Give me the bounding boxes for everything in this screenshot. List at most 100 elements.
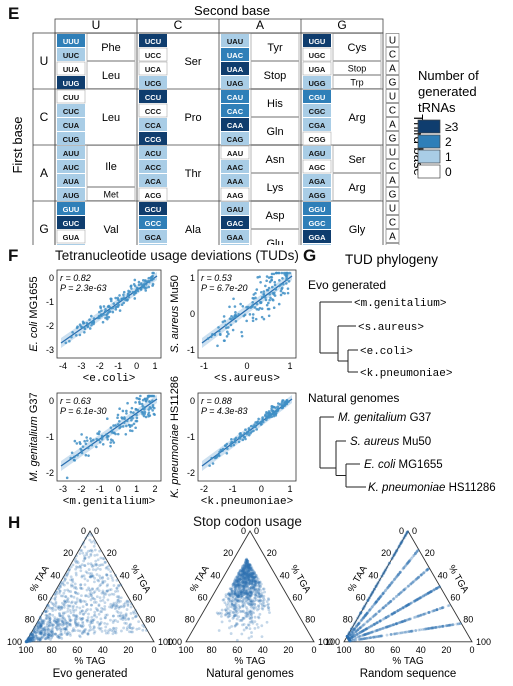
ternary-point — [411, 629, 415, 633]
ternary-point — [418, 596, 421, 600]
ternary-point — [238, 583, 242, 587]
ternary-point — [435, 608, 439, 611]
ternary-point — [241, 571, 245, 575]
ternary-point — [251, 577, 255, 580]
ternary-point — [38, 617, 42, 621]
ternary-point — [58, 589, 62, 593]
ternary-point — [253, 588, 257, 592]
ternary-point — [252, 572, 255, 576]
ternary-point — [51, 623, 55, 627]
ternary-point — [119, 611, 123, 615]
ternary-point — [363, 633, 367, 637]
ternary-point — [252, 585, 256, 589]
ternary-point — [417, 628, 421, 632]
scatter-point — [86, 325, 90, 328]
tag-tick: 20 — [283, 645, 293, 655]
ternary-point — [24, 640, 28, 643]
ternary-point — [74, 567, 78, 571]
ternary-point — [426, 591, 430, 595]
scatter-point — [102, 305, 106, 308]
ternary-point — [228, 587, 232, 591]
ternary-point — [238, 569, 242, 573]
ternary-point — [402, 588, 406, 592]
ternary-point — [105, 573, 108, 576]
ternary-point — [103, 591, 106, 595]
codon-label: UGA — [309, 65, 326, 74]
scatter-point — [79, 447, 82, 451]
ternary-point — [363, 637, 367, 640]
ternary-point — [252, 590, 256, 594]
scatter-point — [87, 323, 90, 326]
tga-axis-label: % TGA — [128, 563, 153, 595]
scatter-point — [232, 443, 236, 447]
ternary-point — [39, 622, 43, 626]
ternary-point — [29, 638, 32, 642]
ternary-point — [231, 583, 235, 586]
ternary-point — [253, 592, 257, 596]
scatter-point — [101, 442, 105, 446]
ternary-point — [386, 615, 390, 618]
ternary-point — [115, 610, 119, 613]
ternary-point — [398, 571, 402, 574]
ternary-point — [247, 572, 251, 576]
ternary-point — [239, 593, 243, 597]
ternary-point — [55, 592, 58, 596]
ternary-point — [242, 585, 246, 589]
ternary-point — [240, 577, 244, 581]
tag-tick: 100 — [18, 645, 33, 655]
ternary-point — [119, 583, 123, 587]
ternary-point — [121, 616, 124, 620]
ternary-point — [250, 591, 254, 595]
ternary-point — [399, 607, 402, 611]
ternary-point — [367, 636, 371, 640]
ternary-point — [250, 580, 254, 584]
ternary-point — [253, 620, 257, 624]
ternary-point — [359, 630, 363, 634]
scatter-point — [268, 280, 272, 284]
scatter-point — [130, 406, 134, 410]
ternary-point — [258, 595, 262, 599]
ternary-point — [396, 609, 400, 613]
codon-label: CAC — [227, 107, 244, 116]
scatter-point — [267, 286, 271, 290]
ternary-point — [385, 625, 388, 629]
ternary-point — [411, 555, 414, 559]
ternary-point — [50, 636, 54, 640]
ternary-point — [238, 581, 242, 585]
tga-tick: 80 — [463, 615, 473, 625]
ternary-point — [244, 564, 247, 568]
ternary-point — [245, 585, 248, 589]
ternary-point — [378, 634, 382, 638]
ternary-point — [422, 594, 425, 598]
ternary-point — [260, 591, 264, 595]
ternary-point — [94, 607, 98, 610]
ternary-point — [250, 583, 254, 587]
ternary-point — [415, 577, 419, 581]
ternary-point — [373, 635, 377, 639]
ternary-point — [345, 634, 349, 638]
ternary-point — [62, 627, 66, 630]
ternary-point — [246, 572, 249, 576]
ternary-point — [54, 619, 58, 623]
ternary-point — [428, 591, 431, 594]
ternary-point — [233, 583, 237, 587]
ternary-point — [252, 575, 256, 579]
ternary-point — [230, 601, 234, 605]
ternary-point — [219, 614, 223, 618]
ternary-point — [365, 626, 369, 630]
scatter-point — [246, 431, 250, 434]
ternary-point — [251, 606, 255, 610]
ternary-point — [414, 598, 418, 602]
codon-cell — [221, 62, 249, 75]
ternary-point — [249, 585, 253, 589]
scatter-point — [116, 413, 120, 417]
ternary-point — [92, 539, 96, 543]
scatter-point — [99, 305, 102, 308]
scatter-point — [134, 419, 138, 423]
ternary-point — [118, 614, 122, 618]
ternary-point — [24, 640, 28, 644]
x-tick: 0 — [244, 361, 249, 371]
ternary-point — [127, 624, 131, 628]
scatter-point — [76, 453, 79, 457]
ternary-point — [245, 587, 249, 591]
